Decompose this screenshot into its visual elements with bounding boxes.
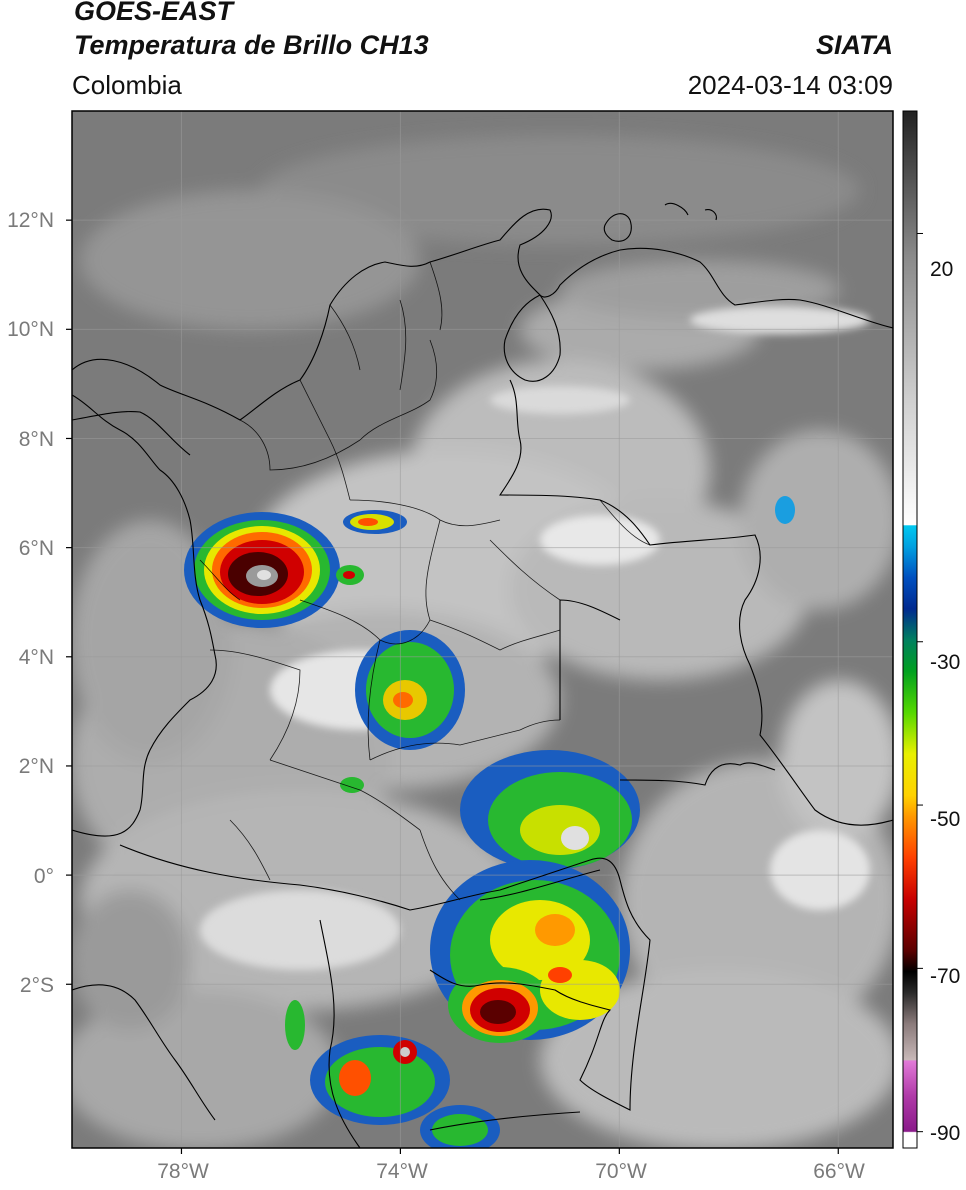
- timestamp-label: 2024-03-14 03:09: [687, 70, 893, 100]
- satellite-title: GOES-EAST: [74, 0, 234, 26]
- map-frame: [71, 110, 894, 1149]
- agency-label: SIATA: [816, 30, 893, 60]
- axis-ticks: [66, 219, 839, 1154]
- lat-label-12n: 12°N: [7, 209, 54, 232]
- colorbar-label-minus90: -90: [930, 1122, 961, 1145]
- colorbar: [902, 110, 918, 1149]
- lat-label-6n: 6°N: [18, 537, 54, 560]
- lon-label-70w: 70°W: [595, 1160, 647, 1183]
- lat-label-4n: 4°N: [18, 646, 54, 669]
- colorbar-label-minus30: -30: [930, 651, 961, 674]
- grid-lines: [72, 111, 893, 1148]
- lat-label-8n: 8°N: [18, 428, 54, 451]
- lat-label-10n: 10°N: [7, 318, 54, 341]
- department-lines: [199, 261, 651, 901]
- colorbar-ticks: [917, 232, 923, 1133]
- product-title: Temperatura de Brillo CH13: [74, 30, 429, 60]
- lon-label-78w: 78°W: [157, 1160, 209, 1183]
- boundary-lines: [72, 202, 893, 1148]
- lat-label-2n: 2°N: [18, 755, 54, 778]
- lat-label-0: 0°: [33, 865, 54, 888]
- region-label: Colombia: [72, 70, 182, 100]
- lon-label-66w: 66°W: [813, 1160, 865, 1183]
- lat-label-2s: 2°S: [19, 974, 54, 997]
- lon-label-74w: 74°W: [376, 1160, 428, 1183]
- colorbar-label-20: 20: [930, 258, 954, 281]
- colorbar-label-minus50: -50: [930, 808, 961, 831]
- colorbar-label-minus70: -70: [930, 965, 961, 988]
